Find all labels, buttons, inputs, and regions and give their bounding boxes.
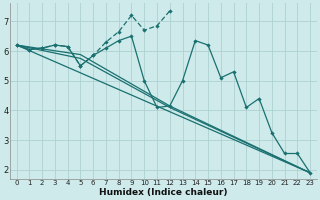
X-axis label: Humidex (Indice chaleur): Humidex (Indice chaleur)	[99, 188, 228, 197]
